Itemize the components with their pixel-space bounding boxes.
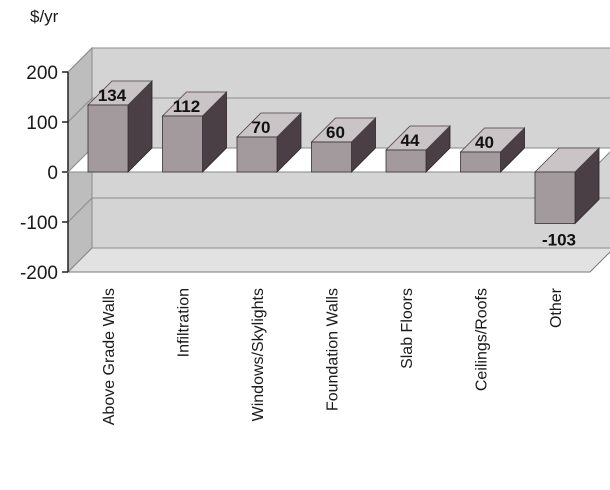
x-tick-label: Foundation Walls <box>325 288 342 411</box>
grid-line <box>67 47 610 73</box>
x-tick-label: Windows/Skylights <box>250 288 267 421</box>
x-tick-label: Above Grade Walls <box>101 288 118 425</box>
bar <box>161 91 228 173</box>
y-tick-label: -100 <box>20 213 58 234</box>
bar <box>459 127 526 173</box>
bars <box>87 80 600 225</box>
y-tick-label: -200 <box>20 263 58 284</box>
x-tick-label: Other <box>548 287 565 328</box>
data-label: 134 <box>98 86 127 105</box>
bar <box>236 112 302 173</box>
y-tick-label: 0 <box>47 163 58 184</box>
data-label: 70 <box>252 118 271 137</box>
bar <box>87 80 153 173</box>
y-tick-label: 200 <box>26 63 58 84</box>
bar <box>310 117 377 173</box>
bar <box>534 147 600 225</box>
bar-front <box>87 104 129 173</box>
bar <box>385 125 451 173</box>
data-label: 44 <box>401 131 420 150</box>
x-tick-label: Slab Floors <box>399 288 416 369</box>
data-labels: 134 112 70 60 44 40 -103 <box>98 86 576 250</box>
y-axis-unit-label: $/yr <box>30 7 59 26</box>
y-axis: 200 100 0 -100 -200 <box>20 63 69 284</box>
bar-front <box>385 149 427 173</box>
grid-line <box>67 97 610 123</box>
bar-front <box>236 136 278 173</box>
bar-front <box>311 141 352 173</box>
grid-lines <box>67 47 610 273</box>
bar-front <box>162 115 203 173</box>
category-labels: Above Grade Walls Infiltration Windows/Sky… <box>101 287 565 425</box>
x-tick-label: Ceilings/Roofs <box>474 288 491 391</box>
bar-front <box>460 151 501 173</box>
bar-front <box>534 171 576 224</box>
y-tick-label: 100 <box>26 113 58 134</box>
data-label: 40 <box>475 133 494 152</box>
grid-line <box>67 197 610 223</box>
bottom-floor <box>66 247 610 273</box>
x-tick-label: Infiltration <box>176 288 193 357</box>
grid-line <box>67 247 610 273</box>
data-label: 112 <box>173 97 200 116</box>
data-label: -103 <box>542 231 576 250</box>
data-label: 60 <box>326 123 345 142</box>
